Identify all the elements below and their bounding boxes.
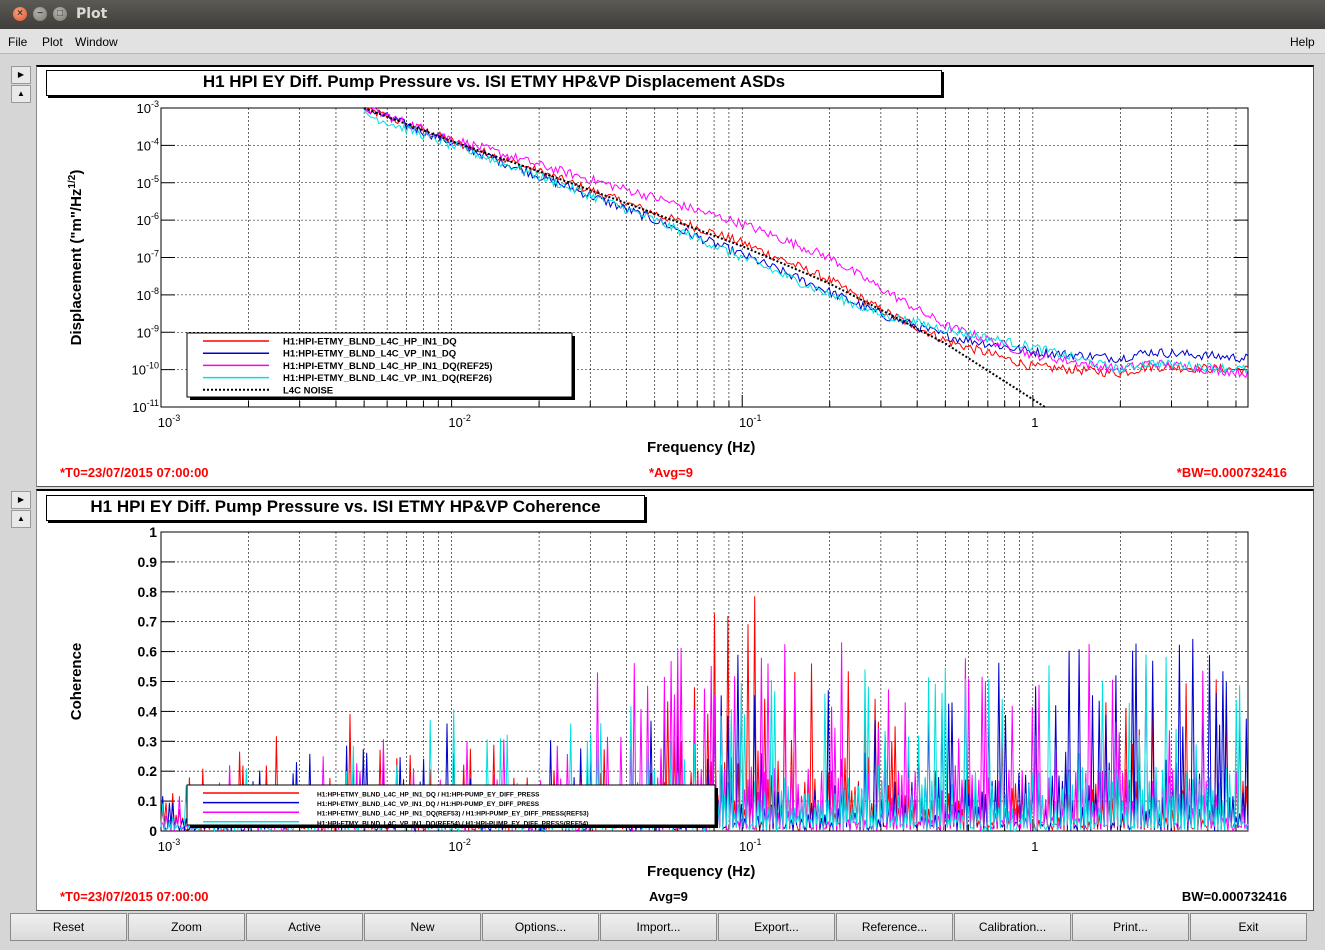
legend-label-2: H1:HPI-ETMY_BLND_L4C_VP_IN1_DQ / H1:HPI-…: [317, 801, 540, 808]
pad2-collapse-arrow-icon[interactable]: ▲: [11, 510, 31, 528]
new-button[interactable]: New: [364, 913, 481, 941]
footer-t0: *T0=23/07/2015 07:00:00: [60, 465, 209, 480]
y-tick-label: 10-4: [137, 136, 159, 153]
y-tick-label: 0.5: [138, 674, 158, 690]
legend-label-4: H1:HPI-ETMY_BLND_L4C_VP_IN1_DQ(REF26): [283, 373, 492, 384]
exit-button[interactable]: Exit: [1190, 913, 1307, 941]
y-tick-label: 0.6: [138, 644, 158, 660]
legend-label-4: H1:HPI-ETMY_BLND_L4C_VP_IN1_DQ(REF54) / …: [317, 820, 588, 827]
x-axis-label: Frequency (Hz): [647, 863, 755, 880]
y-tick-label: 0.2: [138, 763, 158, 779]
y-axis-label: Displacement ("m"/Hz1/2): [67, 170, 85, 346]
close-icon[interactable]: ×: [13, 7, 27, 21]
series-line-5: [363, 107, 1046, 408]
legend-label-1: H1:HPI-ETMY_BLND_L4C_HP_IN1_DQ / H1:HPI-…: [317, 792, 540, 799]
y-tick-label: 10-6: [137, 211, 159, 228]
active-button[interactable]: Active: [246, 913, 363, 941]
pad1-collapse-arrow-icon[interactable]: ▲: [11, 85, 31, 103]
x-tick-label: 10-1: [739, 413, 761, 430]
print-button[interactable]: Print...: [1072, 913, 1189, 941]
x-tick-label: 10-3: [158, 837, 180, 854]
x-tick-label: 10-3: [158, 413, 180, 430]
menu-bar: File Plot Window Help: [0, 29, 1325, 54]
x-tick-label: 1: [1031, 415, 1038, 430]
calibration-button[interactable]: Calibration...: [954, 913, 1071, 941]
coherence-plot-pad[interactable]: 10-3 10-2 10-1 1 1 0.9 0.8 0.7 0.6 0.5 0.4 0.3 0.2 0.…: [36, 489, 1314, 911]
reset-button[interactable]: Reset: [10, 913, 127, 941]
y-tick-label: 10-5: [137, 174, 159, 191]
maximize-icon[interactable]: □: [53, 7, 67, 21]
menu-help[interactable]: Help: [1290, 35, 1315, 49]
y-tick-label: 0.3: [138, 733, 158, 749]
y-tick-label: 0.4: [138, 703, 158, 719]
y-tick-label: 10-11: [132, 398, 159, 415]
legend-label-2: H1:HPI-ETMY_BLND_L4C_VP_IN1_DQ: [283, 349, 456, 360]
footer-bw: BW=0.000732416: [1182, 889, 1287, 904]
coherence-chart-title: H1 HPI EY Diff. Pump Pressure vs. ISI ET…: [46, 495, 645, 521]
y-tick-label: 10-7: [137, 249, 159, 266]
y-tick-label: 10-3: [137, 99, 159, 116]
legend-label-3: H1:HPI-ETMY_BLND_L4C_HP_IN1_DQ(REF53) / …: [317, 811, 589, 818]
footer-avg: Avg=9: [649, 889, 688, 904]
export-button[interactable]: Export...: [718, 913, 835, 941]
legend-label-1: H1:HPI-ETMY_BLND_L4C_HP_IN1_DQ: [283, 337, 457, 348]
y-axis-label: Coherence: [68, 643, 85, 721]
y-tick-label: 10-9: [137, 323, 159, 340]
options-button[interactable]: Options...: [482, 913, 599, 941]
series-line-3: [363, 107, 1249, 379]
y-tick-label: 0.9: [138, 554, 158, 570]
footer-t0: *T0=23/07/2015 07:00:00: [60, 889, 209, 904]
series-group: [363, 107, 1249, 408]
series-line-4: [363, 110, 1249, 376]
pad1-expand-arrow-icon[interactable]: ▶: [11, 66, 31, 84]
x-axis-label: Frequency (Hz): [647, 439, 755, 456]
y-tick-label: 10-10: [132, 361, 159, 378]
x-tick-label: 10-1: [739, 837, 761, 854]
menu-plot[interactable]: Plot: [42, 35, 63, 49]
window-title: Plot: [76, 6, 108, 22]
zoom-button[interactable]: Zoom: [128, 913, 245, 941]
reference-button[interactable]: Reference...: [836, 913, 953, 941]
x-tick-label: 10-2: [448, 837, 470, 854]
y-tick-label: 0.1: [138, 793, 158, 809]
menu-window[interactable]: Window: [75, 35, 118, 49]
legend: H1:HPI-ETMY_BLND_L4C_HP_IN1_DQH1:HPI-ETM…: [186, 332, 575, 400]
legend: H1:HPI-ETMY_BLND_L4C_HP_IN1_DQ / H1:HPI-…: [186, 784, 718, 828]
asd-chart-title: H1 HPI EY Diff. Pump Pressure vs. ISI ET…: [46, 70, 942, 96]
y-tick-label: 0.8: [138, 584, 158, 600]
y-tick-label: 0.7: [138, 614, 158, 630]
footer-avg: *Avg=9: [649, 465, 693, 480]
asd-chart: 10-3 10-2 10-1 110-310-410-510-610-710-810-…: [60, 99, 1287, 480]
pad2-expand-arrow-icon[interactable]: ▶: [11, 491, 31, 509]
legend-box: [186, 784, 716, 826]
y-tick-label: 0: [149, 823, 157, 839]
footer-bw: *BW=0.000732416: [1177, 465, 1287, 480]
coherence-chart: 10-3 10-2 10-1 1 1 0.9 0.8 0.7 0.6 0.5 0.4 0.3 0.2 0.…: [60, 524, 1287, 904]
button-bar: Reset Zoom Active New Options... Import.…: [0, 911, 1325, 950]
minimize-icon[interactable]: −: [33, 7, 47, 21]
asd-plot-pad[interactable]: 10-3 10-2 10-1 1 10-3 10-4 10-5 10-6 10-7 10-8 10-…: [36, 65, 1314, 487]
import-button[interactable]: Import...: [600, 913, 717, 941]
window-titlebar: × − □ Plot: [0, 0, 1325, 29]
y-tick-label: 10-8: [137, 286, 159, 303]
y-tick-label: 1: [149, 524, 157, 540]
legend-label-3: H1:HPI-ETMY_BLND_L4C_HP_IN1_DQ(REF25): [283, 361, 493, 372]
x-tick-label: 10-2: [448, 413, 470, 430]
x-tick-label: 1: [1031, 839, 1038, 854]
legend-label-5: L4C NOISE: [283, 385, 333, 396]
menu-file[interactable]: File: [8, 35, 28, 49]
